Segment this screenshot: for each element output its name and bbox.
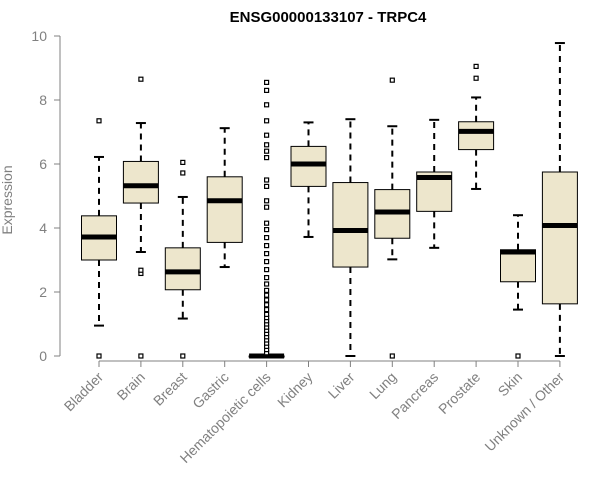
x-tick-label-kidney: Kidney xyxy=(274,369,316,411)
outlier-point xyxy=(264,79,270,86)
outlier-point xyxy=(264,198,270,204)
box-rect xyxy=(500,249,536,283)
x-tick-label-lung: Lung xyxy=(366,369,399,402)
outlier-point xyxy=(264,177,270,183)
outlier-point xyxy=(264,183,270,189)
box-hematopoietic-cells xyxy=(248,79,285,359)
x-tick-label-unknown-other: Unknown / Other xyxy=(481,369,567,455)
outlier-point xyxy=(138,353,144,359)
outlier-point xyxy=(180,353,186,359)
outlier-point xyxy=(473,63,479,70)
outlier-point xyxy=(264,287,270,293)
y-tick-label-0: 0 xyxy=(39,348,47,364)
box-breast xyxy=(164,159,201,359)
outlier-point xyxy=(264,204,270,210)
outlier-point xyxy=(264,87,270,94)
outlier-point xyxy=(264,275,270,281)
box-rect xyxy=(206,176,243,243)
outlier-point xyxy=(264,235,270,241)
outlier-point xyxy=(264,297,270,303)
box-kidney xyxy=(290,121,327,238)
x-tick-label-pancreas: Pancreas xyxy=(388,369,441,422)
box-rect xyxy=(458,121,495,151)
outlier-point xyxy=(264,267,270,273)
y-tick-label-4: 4 xyxy=(39,220,47,236)
y-axis: 0 2 4 6 8 10 xyxy=(31,28,61,364)
y-axis-label: Expression xyxy=(0,165,15,234)
outlier-point xyxy=(264,227,270,233)
box-unknown-other xyxy=(541,42,578,357)
box-rect xyxy=(332,182,369,268)
outlier-point xyxy=(264,142,270,148)
outlier-point xyxy=(264,307,270,313)
outlier-point xyxy=(264,243,270,249)
outlier-point xyxy=(473,75,479,81)
boxes-group xyxy=(81,42,578,359)
box-rect xyxy=(541,171,578,305)
y-tick-label-6: 6 xyxy=(39,156,47,172)
y-tick-label-2: 2 xyxy=(39,284,47,300)
x-tick-label-breast: Breast xyxy=(150,369,190,409)
box-brain xyxy=(122,76,159,359)
outlier-point xyxy=(264,102,270,108)
x-tick-label-liver: Liver xyxy=(325,369,358,402)
outlier-point xyxy=(138,267,144,273)
x-tick-label-bladder: Bladder xyxy=(61,369,107,415)
box-prostate xyxy=(458,63,495,190)
outlier-point xyxy=(180,170,186,176)
outlier-point xyxy=(96,118,102,124)
box-lung xyxy=(374,77,411,359)
y-tick-label-10: 10 xyxy=(31,28,47,44)
box-rect xyxy=(164,247,201,291)
outlier-point xyxy=(389,353,395,359)
box-liver xyxy=(332,118,369,357)
outlier-point xyxy=(264,155,270,161)
outlier-point xyxy=(264,220,270,226)
outlier-point xyxy=(264,251,270,257)
outlier-point xyxy=(264,281,270,287)
outlier-point xyxy=(264,148,270,154)
x-tick-label-prostate: Prostate xyxy=(435,369,483,417)
outlier-point xyxy=(515,353,521,359)
outlier-point xyxy=(264,118,270,124)
outlier-point xyxy=(264,311,270,317)
box-rect xyxy=(122,160,159,204)
y-tick-label-8: 8 xyxy=(39,92,47,108)
outlier-point xyxy=(264,259,270,265)
chart-title: ENSG00000133107 - TRPC4 xyxy=(230,9,427,26)
box-bladder xyxy=(81,118,117,359)
x-tick-label-skin: Skin xyxy=(495,369,526,400)
outlier-point xyxy=(389,77,395,83)
box-gastric xyxy=(206,127,243,269)
outlier-point xyxy=(180,159,186,165)
x-tick-label-brain: Brain xyxy=(114,369,148,403)
outlier-point xyxy=(264,132,270,138)
outlier-point xyxy=(96,353,102,359)
outlier-point xyxy=(264,292,270,298)
box-pancreas xyxy=(416,118,453,249)
box-skin xyxy=(500,214,536,359)
outlier-point xyxy=(138,76,144,82)
outlier-point xyxy=(264,302,270,308)
